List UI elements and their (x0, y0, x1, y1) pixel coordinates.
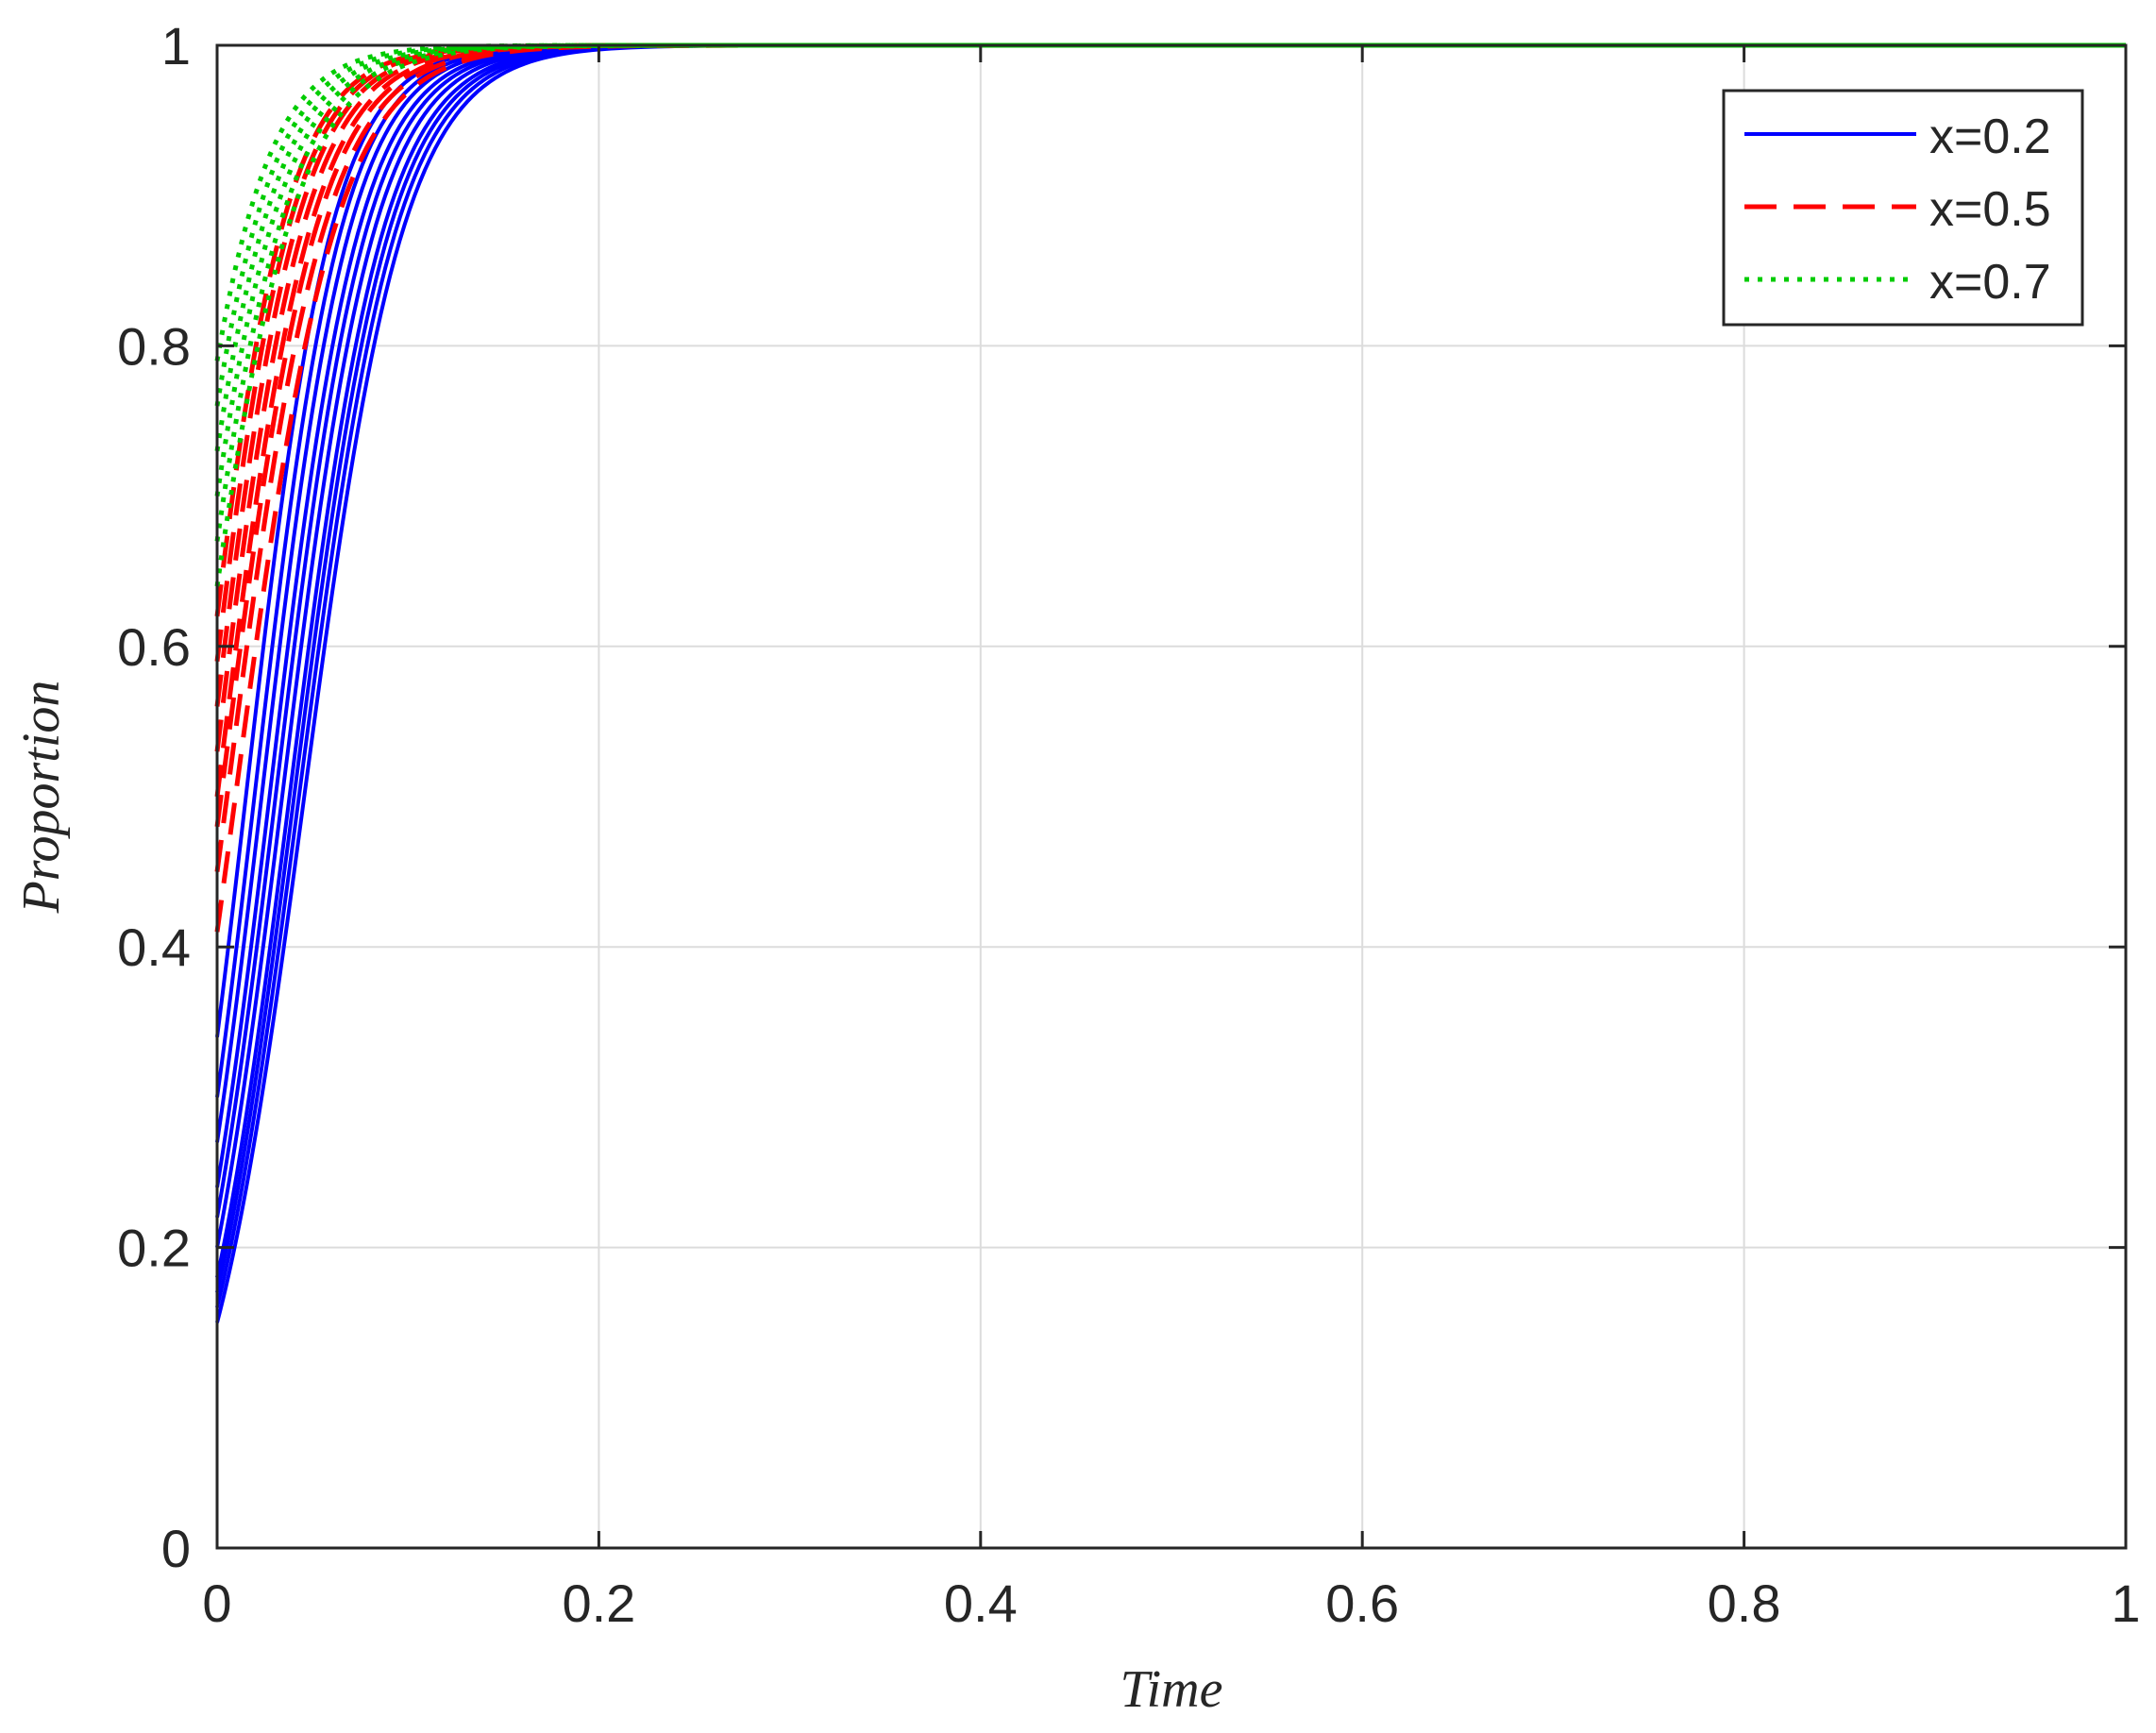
y-tick-label: 0.6 (117, 617, 191, 677)
y-tick-label: 0 (161, 1519, 191, 1578)
y-tick-label: 0.2 (117, 1219, 191, 1278)
x-tick-label: 0 (202, 1573, 231, 1633)
legend-label: x=0.2 (1929, 109, 2051, 164)
y-tick-label: 0.4 (117, 917, 191, 977)
legend-label: x=0.5 (1929, 182, 2051, 237)
legend: x=0.2 x=0.5 x=0.7 (1722, 89, 2084, 327)
x-tick-label: 0.2 (562, 1573, 635, 1633)
x-tick-label: 0.8 (1708, 1573, 1781, 1633)
x-axis-title: Time (1120, 1660, 1223, 1719)
axis-ticks: 0 0.2 0.4 0.6 0.8 1 0 0.2 0.4 0.6 0.8 1 (117, 16, 2140, 1633)
x-tick-label: 1 (2111, 1573, 2140, 1633)
y-tick-label: 1 (161, 16, 191, 76)
legend-label: x=0.7 (1929, 255, 2051, 310)
x-tick-label: 0.6 (1325, 1573, 1399, 1633)
y-tick-label: 0.8 (117, 316, 191, 376)
axes-box (215, 43, 2128, 1550)
y-axis-title: Proportion (12, 681, 71, 915)
x-tick-label: 0.4 (944, 1573, 1018, 1633)
